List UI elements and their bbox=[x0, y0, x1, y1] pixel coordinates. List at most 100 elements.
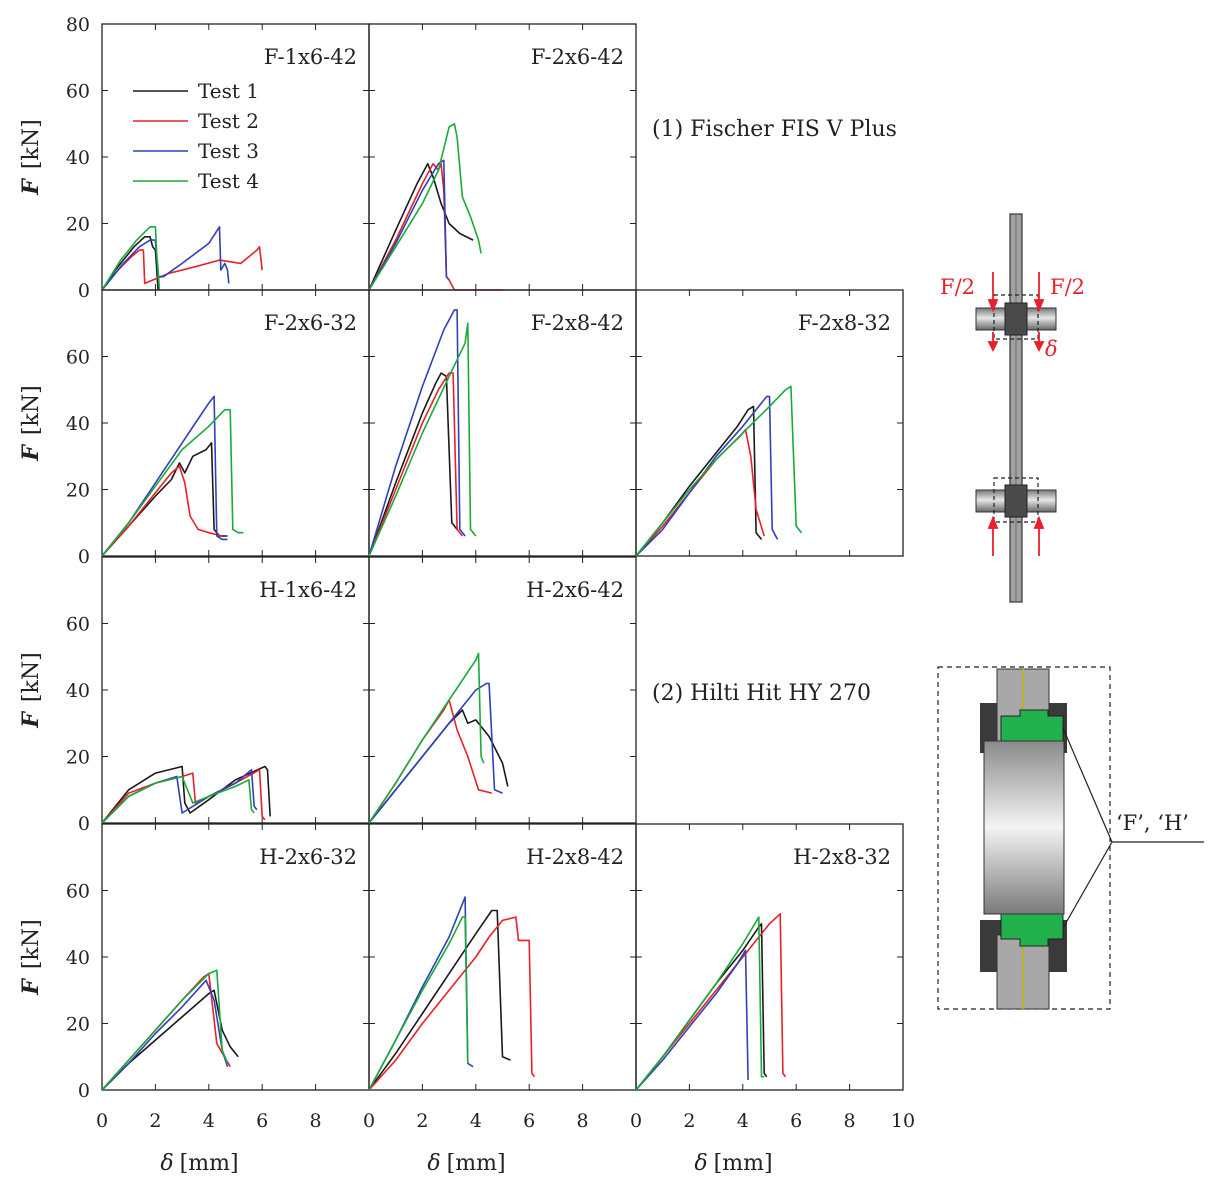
series-line-test-4 bbox=[635, 916, 765, 1091]
y-tick-label: 20 bbox=[66, 747, 90, 769]
panel-title: F-2x8-42 bbox=[531, 311, 624, 335]
series-line-test-1 bbox=[368, 709, 509, 824]
x-axis-label: δ [mm] bbox=[160, 1151, 238, 1176]
x-tick-label: 8 bbox=[844, 1110, 856, 1132]
y-axis-label-symbol: F bbox=[18, 444, 44, 462]
y-tick-label: 0 bbox=[78, 546, 90, 568]
series-line-test-4 bbox=[368, 916, 469, 1091]
y-axis-label-unit: [kN] bbox=[19, 652, 44, 702]
y-tick-label: 40 bbox=[66, 413, 90, 435]
y-tick-label: 20 bbox=[66, 480, 90, 502]
callout-line-bottom bbox=[1062, 841, 1113, 929]
series-line-test-2 bbox=[101, 465, 223, 557]
series-line-test-4 bbox=[368, 652, 485, 824]
x-axis-label: δ [mm] bbox=[427, 1151, 505, 1176]
series-line-test-4 bbox=[101, 226, 161, 291]
x-axis-label-unit: [mm] bbox=[180, 1151, 239, 1176]
x-axis-label-unit: [mm] bbox=[714, 1151, 773, 1176]
legend-label: Test 1 bbox=[198, 79, 259, 103]
series-line-test-3 bbox=[101, 395, 228, 557]
x-tick-label: 4 bbox=[737, 1110, 749, 1132]
series-line-test-3 bbox=[101, 226, 230, 291]
y-axis-label-symbol: F bbox=[18, 978, 44, 996]
panel-title: F-2x6-32 bbox=[264, 311, 357, 335]
series-line-test-4 bbox=[368, 123, 482, 291]
y-tick-label: 40 bbox=[66, 680, 90, 702]
x-tick-label: 0 bbox=[96, 1110, 108, 1132]
chart-grid: F-1x6-42 F-2x6-42 F-2x6-32 F-2x8-42 F-2x8-32… bbox=[18, 14, 915, 1176]
series-line-test-2 bbox=[368, 162, 503, 291]
panel-h-2x8-32: H-2x8-32 bbox=[635, 823, 904, 1091]
y-axis-label-unit: [kN] bbox=[19, 385, 44, 435]
panel-h-2x8-42: H-2x8-42 bbox=[368, 823, 637, 1091]
series-line-test-1 bbox=[101, 989, 239, 1091]
y-tick-label: 40 bbox=[66, 147, 90, 169]
callout-line-top bbox=[1062, 727, 1113, 843]
series-line-test-4 bbox=[101, 408, 244, 557]
series-line-test-2 bbox=[101, 768, 266, 824]
series-line-test-1 bbox=[368, 162, 474, 291]
series-line-test-1 bbox=[368, 372, 458, 557]
panel-title: F-1x6-42 bbox=[264, 45, 357, 69]
lower-detail-box bbox=[993, 477, 1039, 523]
x-tick-label: 8 bbox=[577, 1110, 589, 1132]
series-line-test-2 bbox=[368, 916, 536, 1091]
series-line-test-4 bbox=[635, 385, 803, 557]
panel-f-2x6-42: F-2x6-42 bbox=[368, 23, 637, 291]
load-label-right: F/2 bbox=[1050, 275, 1085, 299]
panel-f-2x8-32: F-2x8-32 bbox=[635, 289, 904, 557]
y-tick-label: 60 bbox=[66, 81, 90, 103]
legend-label: Test 3 bbox=[198, 139, 259, 163]
x-tick-label: 6 bbox=[790, 1110, 802, 1132]
x-tick-label: 4 bbox=[203, 1110, 215, 1132]
y-tick-label: 60 bbox=[66, 881, 90, 903]
y-axis-label-symbol: F bbox=[18, 711, 44, 729]
y-tick-label: 20 bbox=[66, 1014, 90, 1036]
x-axis-label-unit: [mm] bbox=[447, 1151, 506, 1176]
legend-label: Test 4 bbox=[198, 169, 259, 193]
legend: Test 1 Test 2 Test 3 Test 4 bbox=[133, 79, 259, 193]
y-tick-label: 20 bbox=[66, 214, 90, 236]
legend-label: Test 2 bbox=[198, 109, 259, 133]
series-line-test-1 bbox=[101, 442, 228, 557]
panel-f-2x8-42: F-2x8-42 bbox=[368, 289, 637, 557]
series-line-test-2 bbox=[368, 372, 464, 557]
bolt-cylinder bbox=[983, 740, 1065, 915]
x-tick-label: 0 bbox=[630, 1110, 642, 1132]
test-setup-diagram: F/2 F/2 δ bbox=[940, 213, 1085, 603]
series-line-test-3 bbox=[101, 979, 229, 1091]
y-tick-label: 40 bbox=[66, 947, 90, 969]
x-tick-label: 2 bbox=[149, 1110, 161, 1132]
series-line-test-4 bbox=[101, 775, 255, 824]
x-tick-label: 10 bbox=[891, 1110, 915, 1132]
y-tick-label: 0 bbox=[78, 280, 90, 302]
lower-pin-center bbox=[1004, 484, 1028, 518]
x-axis-label: δ [mm] bbox=[694, 1151, 772, 1176]
panel-title: H-1x6-42 bbox=[259, 578, 357, 602]
x-tick-label: 0 bbox=[363, 1110, 375, 1132]
upper-detail-box bbox=[993, 294, 1039, 340]
series-line-test-3 bbox=[368, 682, 503, 824]
series-line-test-4 bbox=[101, 969, 229, 1091]
upper-pin-center bbox=[1004, 302, 1028, 336]
y-tick-label: 0 bbox=[78, 813, 90, 835]
panel-h-2x6-32: H-2x6-32 bbox=[101, 823, 370, 1091]
panel-title: H-2x8-42 bbox=[526, 845, 624, 869]
adhesive-bottom bbox=[1000, 913, 1064, 947]
series-line-test-1 bbox=[101, 765, 271, 824]
y-axis-label-symbol: F bbox=[18, 178, 44, 196]
x-tick-label: 6 bbox=[256, 1110, 268, 1132]
x-axis-label-symbol: δ bbox=[160, 1151, 173, 1176]
series-line-test-4 bbox=[368, 322, 477, 557]
panel-title: H-2x6-32 bbox=[259, 845, 357, 869]
panel-f-2x6-32: F-2x6-32 bbox=[101, 289, 370, 557]
panel-h-1x6-42: H-1x6-42 bbox=[101, 556, 370, 824]
y-axis-label: F [kN] bbox=[18, 919, 44, 995]
series-line-test-3 bbox=[368, 159, 450, 291]
series-line-test-3 bbox=[368, 309, 466, 557]
panel-title: F-2x8-32 bbox=[798, 311, 891, 335]
x-tick-label: 2 bbox=[683, 1110, 695, 1132]
y-axis-label: F [kN] bbox=[18, 119, 44, 195]
